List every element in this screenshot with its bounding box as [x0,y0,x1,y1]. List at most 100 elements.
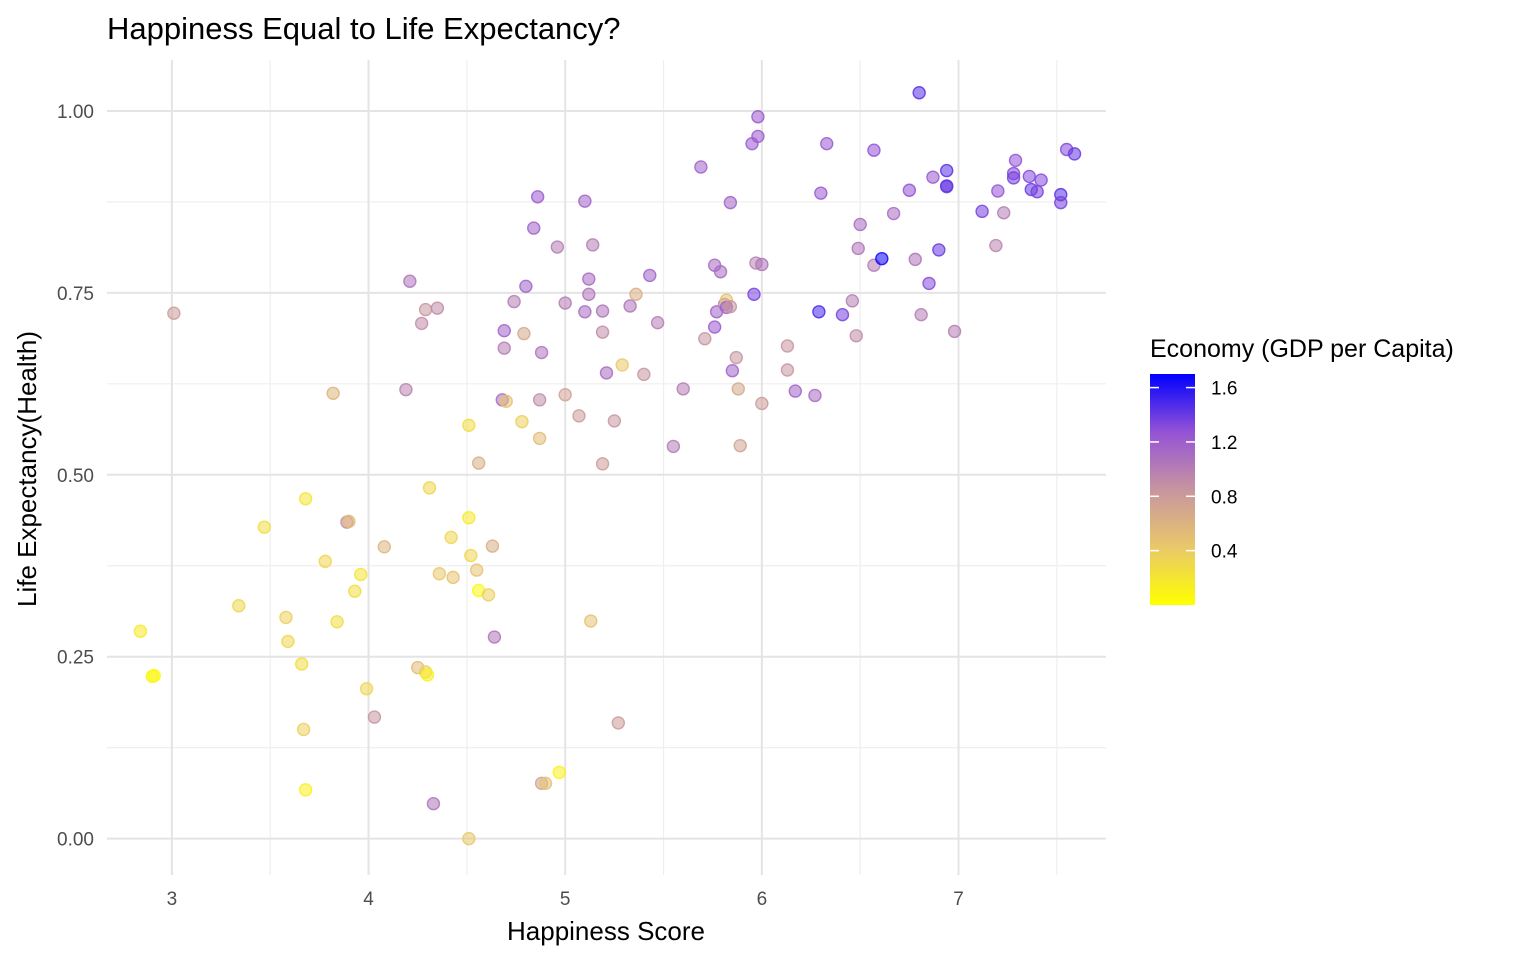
data-point [359,682,374,696]
data-point [446,570,460,585]
data-point [572,409,586,423]
data-point [507,294,521,309]
data-point [867,143,881,157]
data-point [751,129,765,144]
data-point [462,511,476,525]
x-tick-label: 4 [363,889,374,910]
data-point [582,287,596,302]
data-point [599,366,614,380]
data-point [420,668,435,682]
chart-title: Happiness Equal to Life Expectancy? [107,11,621,46]
data-point [637,367,651,382]
x-tick-label: 3 [167,889,178,910]
data-point [552,765,567,780]
data-point [342,514,356,529]
data-point [257,520,272,534]
y-tick-label: 0.25 [57,648,94,669]
y-tick-label: 0.50 [57,466,94,487]
data-point [422,481,437,495]
data-point [532,393,547,407]
data-point [582,272,596,286]
data-point [296,722,311,737]
y-tick-label: 0.00 [57,830,94,851]
data-point [298,492,313,506]
colorbar-tick-label: 0.8 [1211,487,1237,508]
data-point [607,414,622,428]
data-point [940,179,954,194]
data-point [997,206,1011,220]
data-point [611,716,625,730]
data-point [886,206,901,221]
data-point [586,238,600,252]
data-point [731,382,745,396]
data-point [1034,173,1048,187]
colorbar [1150,374,1195,605]
colorbar-tick-label: 0.4 [1211,542,1238,563]
data-point [414,316,429,331]
data-point [1030,185,1044,199]
data-point [623,299,637,313]
data-point [851,241,865,256]
x-tick-label: 7 [953,889,964,910]
data-point [989,238,1003,253]
data-point [1008,153,1023,168]
color-legend: Economy (GDP per Capita) 0.4 0.8 1.2 1.6 [1150,335,1454,605]
data-point [707,320,722,334]
data-point [1067,147,1082,161]
data-point [281,634,295,649]
data-point [519,279,533,294]
data-point [808,388,822,403]
data-point [578,305,592,319]
data-point [426,796,441,811]
data-point [527,221,541,235]
data-point [377,540,391,554]
data-point [788,384,802,398]
data-point [532,431,547,446]
data-point [845,294,860,308]
data-point [595,457,610,471]
data-point [464,548,478,563]
data-point [147,668,161,683]
x-axis-ticks: 3 4 5 6 7 [167,889,964,910]
data-point [1054,195,1068,210]
y-axis-ticks: 0.00 0.25 0.50 0.75 1.00 [57,102,94,851]
data-point [650,315,665,330]
data-point [167,306,181,320]
data-point [133,624,148,638]
data-point [550,240,565,254]
y-tick-label: 1.00 [57,102,94,123]
x-tick-label: 5 [560,889,571,910]
data-point [318,554,332,569]
data-point [578,194,592,208]
data-point [676,382,690,396]
data-point [908,252,922,267]
colorbar-tick-label: 1.6 [1211,379,1237,400]
data-point [849,329,863,343]
data-point [534,345,549,360]
data-point [643,268,657,283]
data-point [814,186,828,200]
data-point [595,304,610,318]
data-point [1022,169,1037,184]
data-point [403,274,417,288]
data-point [487,630,502,644]
data-point [853,217,867,232]
data-point [747,287,761,302]
data-point [1006,171,1021,185]
colorbar-tick-label: 1.2 [1211,433,1237,454]
data-point [694,160,708,174]
data-point [326,386,340,400]
data-point [926,170,940,184]
data-point [517,326,531,341]
data-point [353,567,368,582]
data-point [499,394,513,408]
data-point [471,456,486,470]
data-point [666,439,681,454]
plot-grid [107,60,1106,875]
data-point [940,163,954,178]
data-point [780,363,795,377]
data-point [820,136,834,151]
data-point [584,614,598,628]
data-point [812,305,826,319]
data-point [232,599,246,613]
